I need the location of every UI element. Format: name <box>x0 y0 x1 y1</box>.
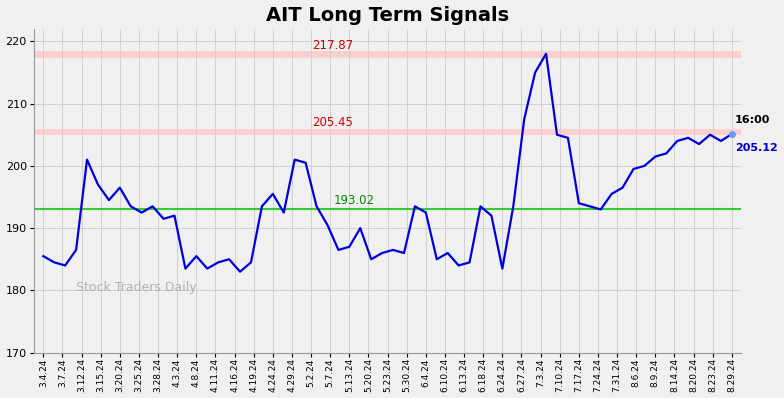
Bar <box>34 51 742 58</box>
Bar <box>34 129 742 135</box>
Text: 16:00: 16:00 <box>735 115 770 125</box>
Text: 193.02: 193.02 <box>333 195 375 207</box>
Text: 205.12: 205.12 <box>735 143 778 153</box>
Text: 217.87: 217.87 <box>312 39 354 52</box>
Title: AIT Long Term Signals: AIT Long Term Signals <box>266 6 509 25</box>
Text: Stock Traders Daily: Stock Traders Daily <box>76 281 197 295</box>
Text: 205.45: 205.45 <box>312 117 353 129</box>
